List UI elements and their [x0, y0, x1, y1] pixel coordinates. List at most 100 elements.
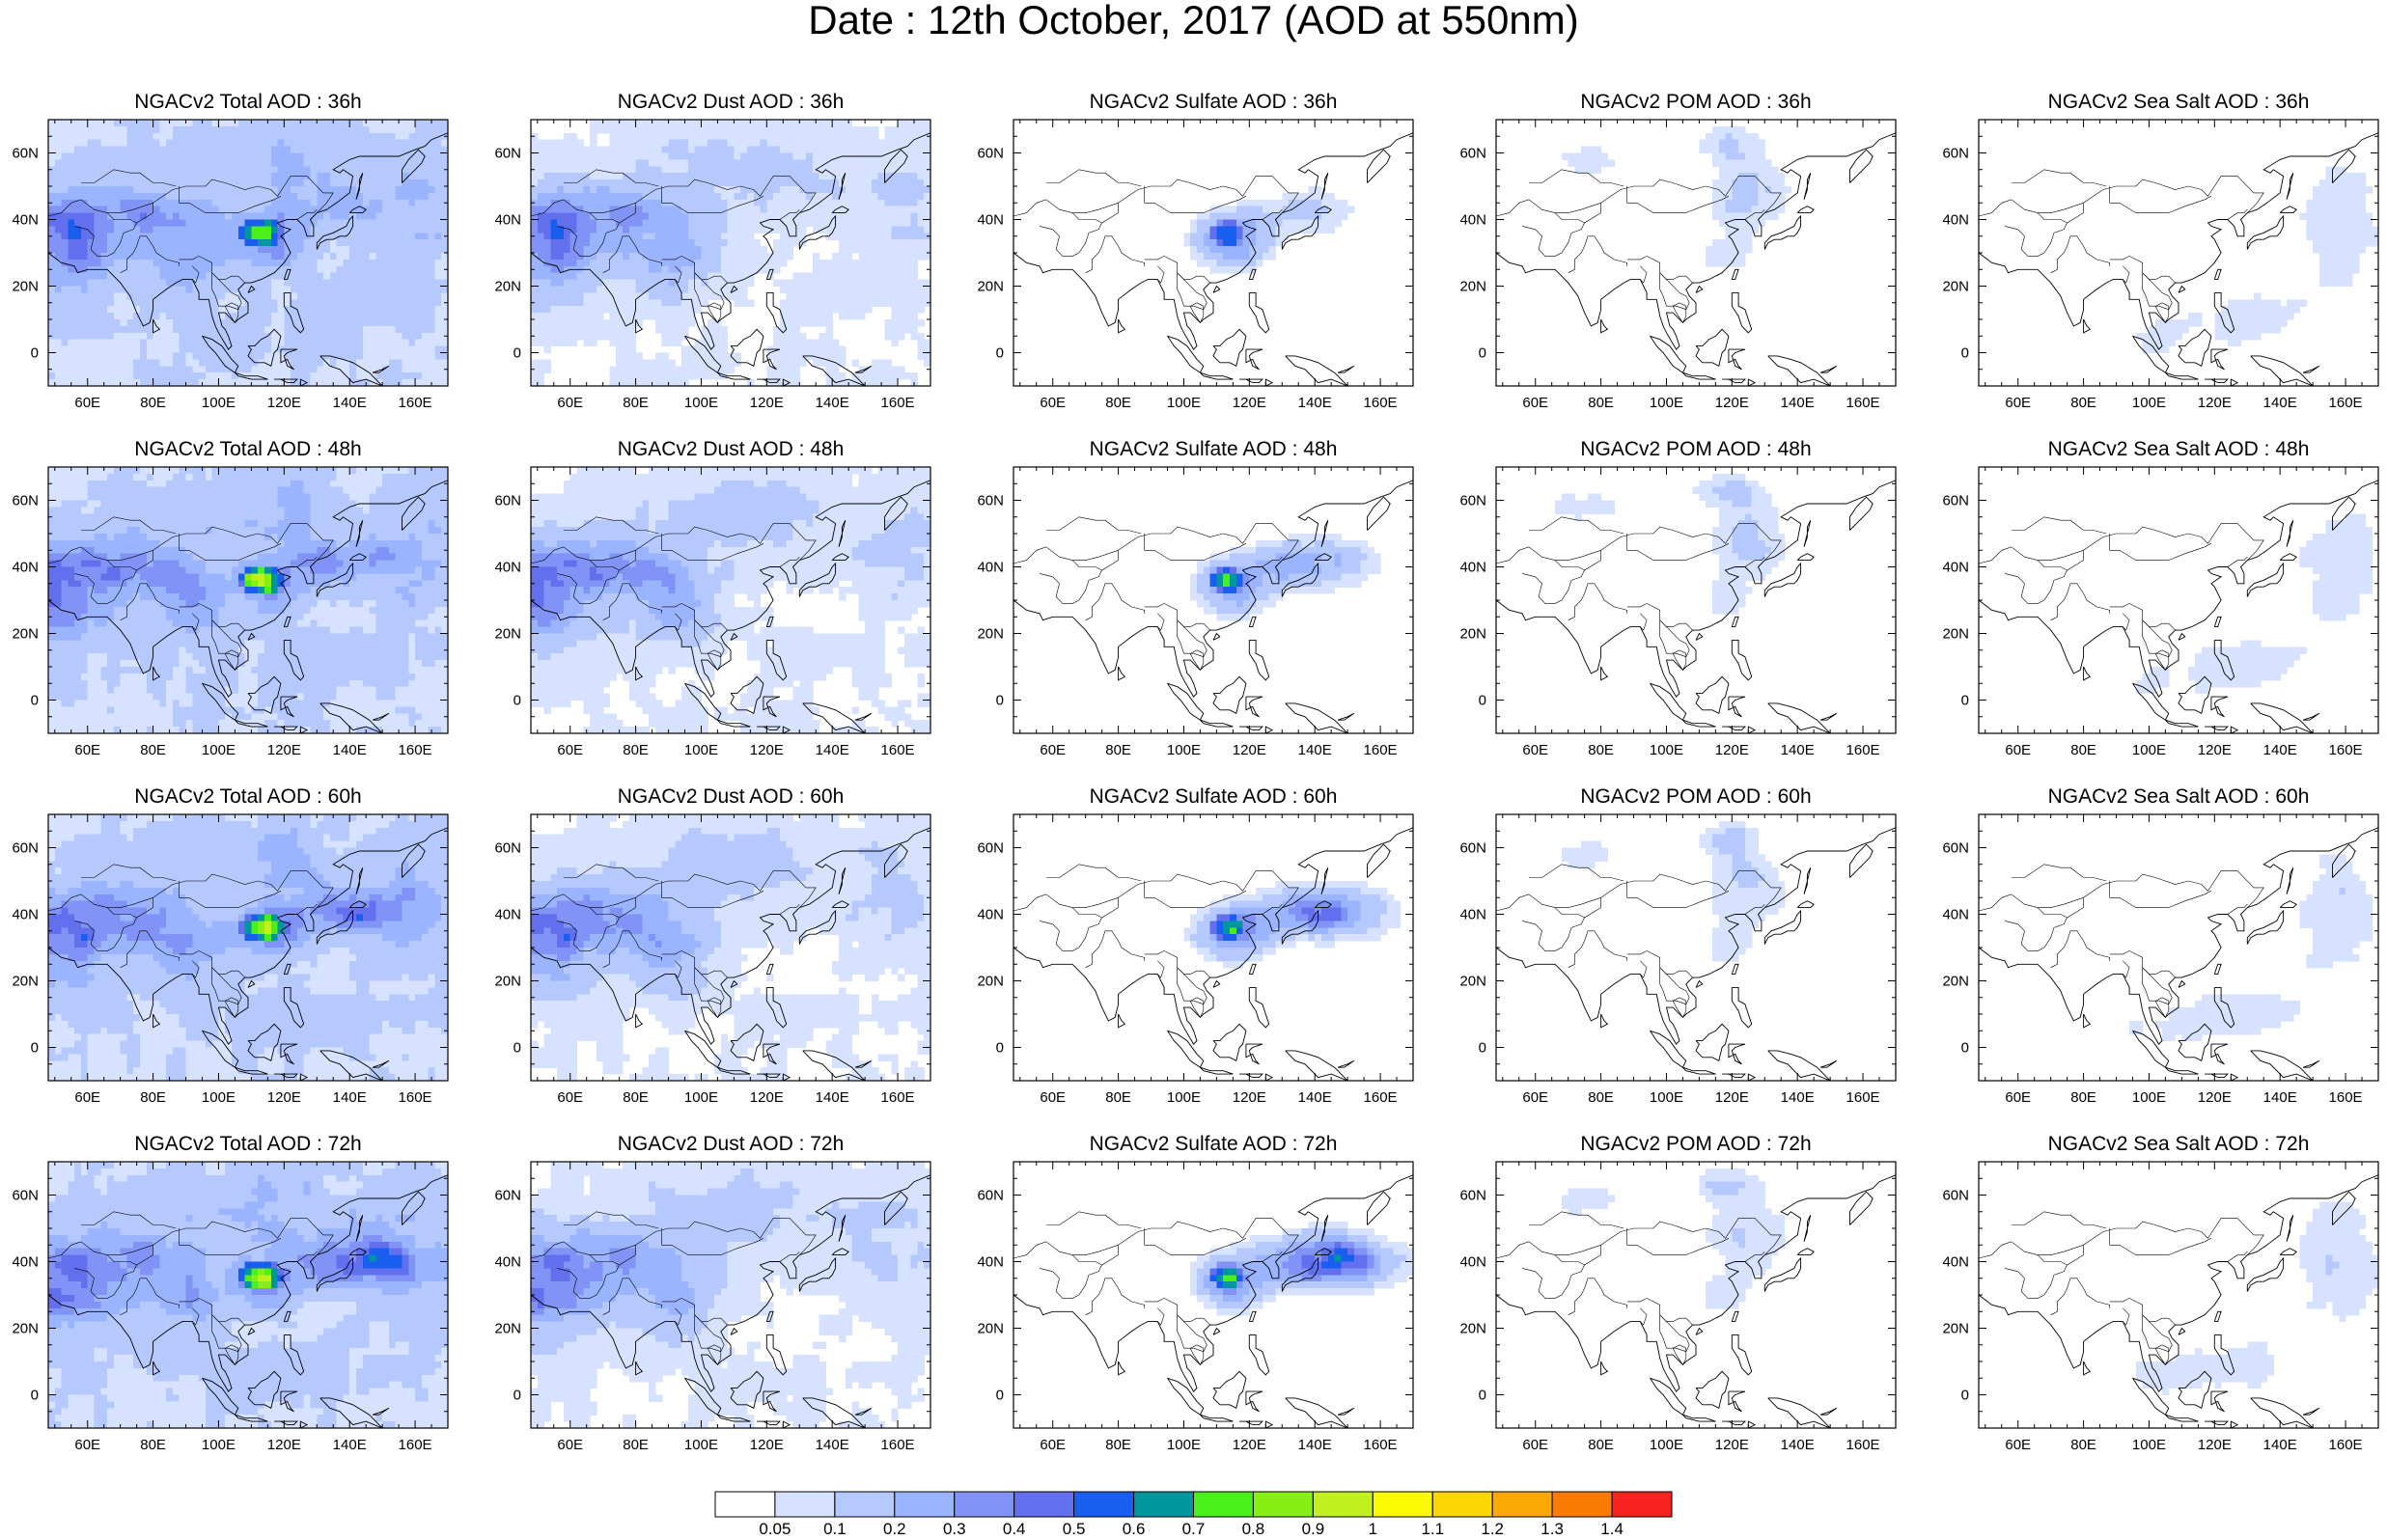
x-tick-label: 100E: [1650, 742, 1683, 758]
coastline: [717, 1066, 751, 1075]
coastline: [1212, 1327, 1221, 1335]
y-tick-label: 20N: [1942, 1321, 1969, 1337]
panel-title: NGACv2 Total AOD : 72h: [134, 1133, 361, 1155]
y-tick-label: 0: [1961, 345, 1969, 362]
colorbar-label: 0.5: [1063, 1520, 1086, 1538]
country-border: [1144, 1228, 1247, 1255]
country-border: [296, 903, 318, 915]
coastline: [1212, 1370, 1247, 1409]
coastline: [854, 1059, 873, 1068]
coastline: [763, 1043, 781, 1065]
x-tick-label: 160E: [2329, 395, 2363, 411]
x-tick-label: 140E: [1298, 1089, 1332, 1106]
x-tick-label: 120E: [750, 1089, 784, 1106]
country-border: [106, 560, 137, 571]
coastline: [2083, 1013, 2092, 1029]
coastline: [854, 365, 873, 373]
coastline: [348, 206, 367, 214]
country-border: [563, 864, 659, 882]
coastline: [355, 173, 364, 200]
coastline: [1650, 1030, 1687, 1068]
country-border: [74, 1218, 334, 1299]
coastline: [1320, 867, 1329, 894]
map-panel: NGACv2 POM AOD : 60h 60E 80E 100E 120E 140E 16…: [1459, 785, 1897, 1106]
country-border: [2123, 613, 2130, 631]
country-border: [1177, 967, 1207, 1005]
coastline: [1118, 1013, 1126, 1029]
coastline: [1118, 666, 1126, 681]
coastline: [2165, 719, 2199, 728]
x-tick-label: 160E: [1364, 1089, 1398, 1106]
coastline: [2286, 1215, 2294, 1242]
x-tick-label: 120E: [1233, 742, 1266, 758]
coastline: [2083, 1361, 2092, 1376]
country-border: [1045, 1211, 1142, 1229]
coastline: [2246, 214, 2285, 250]
country-border: [1085, 1278, 1145, 1315]
coastline: [1013, 827, 1413, 1045]
coastline: [280, 348, 298, 371]
coastline: [1320, 1215, 1329, 1242]
country-border: [1528, 864, 1624, 882]
coastline: [1200, 719, 1234, 728]
y-tick-label: 60N: [494, 1188, 521, 1204]
x-tick-label: 60E: [2005, 1089, 2031, 1106]
x-tick-label: 120E: [750, 395, 784, 411]
country-border: [1040, 870, 1299, 951]
coastline: [730, 285, 738, 293]
coastline: [1731, 291, 1753, 334]
coastline: [1819, 365, 1838, 373]
x-tick-label: 120E: [2198, 1089, 2232, 1106]
map-panel: NGACv2 Sulfate AOD : 72h 60E 80E 100E 120E 14…: [977, 1133, 1414, 1453]
coastline: [1695, 675, 1730, 714]
x-tick-label: 80E: [1588, 742, 1614, 758]
aod-field: [1561, 820, 1786, 962]
country-border: [1626, 186, 1730, 213]
coastline: [1320, 173, 1329, 200]
coastline: [1803, 173, 1812, 200]
country-border: [2142, 272, 2173, 311]
coastline: [765, 1334, 788, 1376]
coastline: [802, 1397, 866, 1428]
country-border: [1522, 176, 1782, 257]
country-border: [2123, 960, 2130, 978]
coastline: [372, 1407, 390, 1416]
x-tick-label: 100E: [684, 1089, 718, 1106]
y-tick-label: 60N: [977, 493, 1004, 509]
x-tick-label: 120E: [267, 1089, 301, 1106]
country-border: [179, 1228, 282, 1255]
y-tick-label: 0: [1961, 1040, 1969, 1057]
coastline: [1013, 132, 1413, 350]
x-tick-label: 160E: [2329, 1437, 2363, 1453]
x-tick-label: 60E: [2005, 395, 2031, 411]
x-tick-label: 80E: [1105, 395, 1131, 411]
colorbar-swatch: [1551, 1491, 1613, 1518]
country-border: [1071, 907, 1102, 919]
panel-title: NGACv2 Total AOD : 60h: [134, 785, 361, 808]
coastline: [1695, 285, 1704, 293]
aod-field: [531, 814, 930, 1081]
coastline: [280, 696, 298, 718]
y-tick-label: 0: [31, 1388, 39, 1404]
y-tick-label: 0: [513, 1040, 521, 1057]
country-border: [1626, 881, 1730, 908]
coastline: [274, 378, 298, 384]
coastline: [2332, 1191, 2356, 1225]
colorbar-swatch: [954, 1491, 1015, 1518]
coastline: [2132, 1030, 2170, 1068]
country-border: [2227, 556, 2248, 567]
aod-field: [1555, 473, 1786, 615]
coastline: [1763, 1256, 1802, 1292]
coastline: [831, 1248, 849, 1256]
coastline: [48, 132, 448, 350]
map-panel: NGACv2 Total AOD : 36h 60E 80E 100E 120E 140E…: [12, 91, 449, 411]
x-tick-label: 60E: [1522, 1089, 1548, 1106]
coastline: [402, 149, 426, 183]
x-tick-label: 100E: [1650, 395, 1683, 411]
colorbar-label: 0.1: [823, 1520, 847, 1538]
x-tick-label: 80E: [1588, 395, 1614, 411]
x-tick-label: 60E: [74, 742, 100, 758]
country-border: [1085, 583, 1145, 620]
y-tick-label: 40N: [1942, 212, 1969, 229]
coastline: [765, 1310, 774, 1323]
